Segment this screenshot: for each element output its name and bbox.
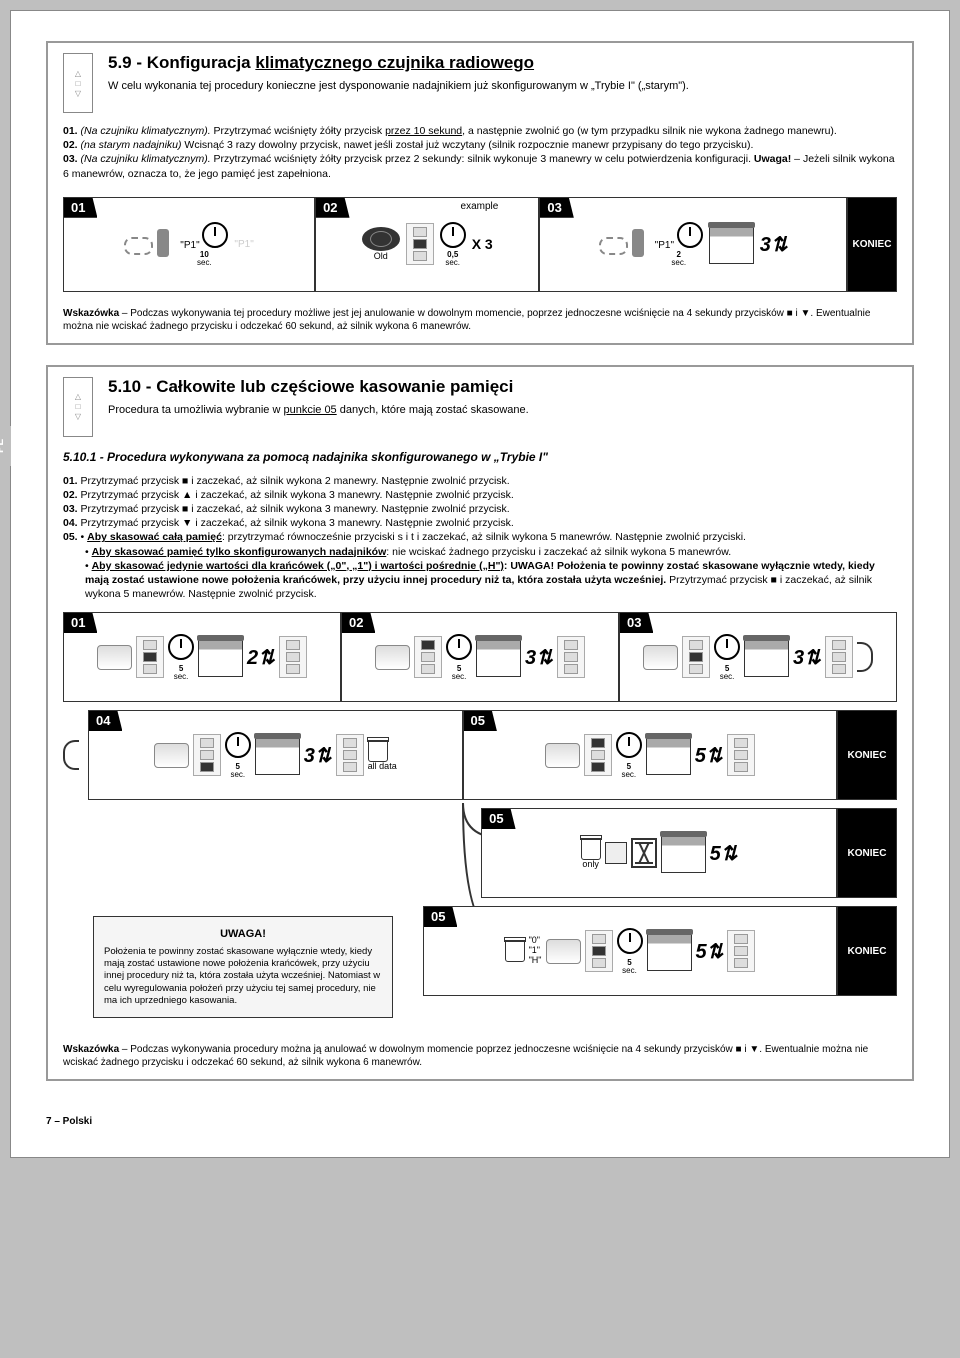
section-5-10-diagrams: 01 5sec. 2⇅ 02 5sec. 3⇅ 03 5sec. 3⇅: [48, 607, 912, 1033]
step-badge-02: 02: [315, 197, 349, 218]
button-pad-illustration: [406, 223, 434, 265]
button-pad-illustration: [825, 636, 853, 678]
end-badge: KONIEC: [837, 906, 897, 996]
hand-press-icon: [154, 743, 189, 768]
timer-icon: [617, 928, 643, 954]
blind-illustration: [198, 637, 243, 677]
step-badge-05: 05: [481, 808, 515, 829]
button-pad-illustration: [682, 636, 710, 678]
section-5-9-steps: 01. (Na czujniku klimatycznym). Przytrzy…: [48, 118, 912, 187]
section-5-10: △□▽ 5.10 - Całkowite lub częściowe kasow…: [46, 365, 914, 1082]
step-badge-02: 02: [341, 612, 375, 633]
p1-label-grey: "P1": [234, 239, 253, 250]
step-badge-01: 01: [63, 197, 97, 218]
button-pad-illustration: [414, 636, 442, 678]
sensor-illustration: [599, 229, 649, 259]
x3-label: X 3: [472, 236, 493, 252]
connector-curve: [63, 740, 79, 770]
page-footer: 7 – Polski: [46, 1101, 914, 1127]
count-3: 3⇅: [525, 645, 553, 670]
blind-illustration: [646, 735, 691, 775]
button-pad-illustration: [584, 734, 612, 776]
hand-press-icon: [375, 645, 410, 670]
step-badge-03: 03: [539, 197, 573, 218]
p1-label: "P1": [655, 240, 674, 251]
section-5-9-intro: W celu wykonania tej procedury konieczne…: [108, 79, 897, 93]
button-pad-illustration: [557, 636, 585, 678]
step-badge-04: 04: [88, 710, 122, 731]
hourglass-icon: [631, 838, 657, 868]
blind-illustration: [647, 931, 692, 971]
button-pad-illustration: [136, 636, 164, 678]
step-badge-03: 03: [619, 612, 653, 633]
button-pad-illustration: [336, 734, 364, 776]
trash-icon: [368, 740, 388, 762]
button-pad-illustration: [193, 734, 221, 776]
blind-illustration: [709, 224, 754, 264]
timer-icon: [440, 222, 466, 248]
trash-icon: [581, 838, 601, 860]
end-badge: KONIEC: [837, 808, 897, 898]
warning-box: UWAGA! Położenia te powinny zostać skaso…: [93, 916, 393, 1018]
timer-icon: [616, 732, 642, 758]
section-5-10-1-subtitle: 5.10.1 - Procedura wykonywana za pomocą …: [48, 442, 912, 468]
timer-icon: [202, 222, 228, 248]
count-5: 5⇅: [696, 939, 724, 964]
section-5-10-tip: Wskazówka – Podczas wykonywania procedur…: [48, 1033, 912, 1079]
step-badge-05: 05: [423, 906, 457, 927]
section-5-9-tip: Wskazówka – Podczas wykonywania tej proc…: [48, 297, 912, 343]
section-5-10-intro: Procedura ta umożliwia wybranie w punkci…: [108, 403, 897, 417]
hand-press-icon: [643, 645, 678, 670]
sensor-illustration: [124, 229, 174, 259]
p1-label: "P1": [180, 240, 199, 251]
button-pad-illustration: [585, 930, 613, 972]
hand-press-icon: [545, 743, 580, 768]
end-badge: KONIEC: [847, 197, 897, 292]
remote-icon: △□▽: [63, 53, 93, 113]
step-badge-05: 05: [463, 710, 497, 731]
section-5-9-diagram: 01 "P1" 10sec. "P1" 02 example Old 0,5se…: [48, 192, 912, 297]
timer-icon: [168, 634, 194, 660]
count-3: 3⇅: [760, 232, 788, 257]
timer-icon: [225, 732, 251, 758]
section-5-9-title: 5.9 - Konfiguracja klimatycznego czujnik…: [108, 53, 897, 73]
timer-icon: [714, 634, 740, 660]
blind-illustration: [661, 833, 706, 873]
hand-press-icon: [546, 939, 581, 964]
old-remote-illustration: [362, 227, 400, 251]
connector-curve: [857, 642, 873, 672]
timer-icon: [677, 222, 703, 248]
blind-illustration: [255, 735, 300, 775]
step-badge-01: 01: [63, 612, 97, 633]
hand-press-icon: [97, 645, 132, 670]
remote-icon: △□▽: [63, 377, 93, 437]
button-pad-illustration: [727, 930, 755, 972]
section-5-9: △□▽ 5.9 - Konfiguracja klimatycznego czu…: [46, 41, 914, 345]
count-3: 3⇅: [793, 645, 821, 670]
example-label: example: [461, 201, 499, 212]
remote-square-icon: [605, 842, 627, 864]
count-5: 5⇅: [695, 743, 723, 768]
button-pad-illustration: [279, 636, 307, 678]
timer-icon: [446, 634, 472, 660]
section-5-10-title: 5.10 - Całkowite lub częściowe kasowanie…: [108, 377, 897, 397]
language-tab: PL: [0, 426, 11, 466]
count-2: 2⇅: [247, 645, 275, 670]
trash-icon: [505, 940, 525, 962]
count-5: 5⇅: [710, 841, 738, 866]
end-badge: KONIEC: [837, 710, 897, 800]
blind-illustration: [476, 637, 521, 677]
levels-label: "0" "1" "H": [529, 936, 542, 966]
section-5-10-steps: 01. Przytrzymać przycisk ■ i zaczekać, a…: [48, 468, 912, 608]
button-pad-illustration: [727, 734, 755, 776]
count-3: 3⇅: [304, 743, 332, 768]
blind-illustration: [744, 637, 789, 677]
